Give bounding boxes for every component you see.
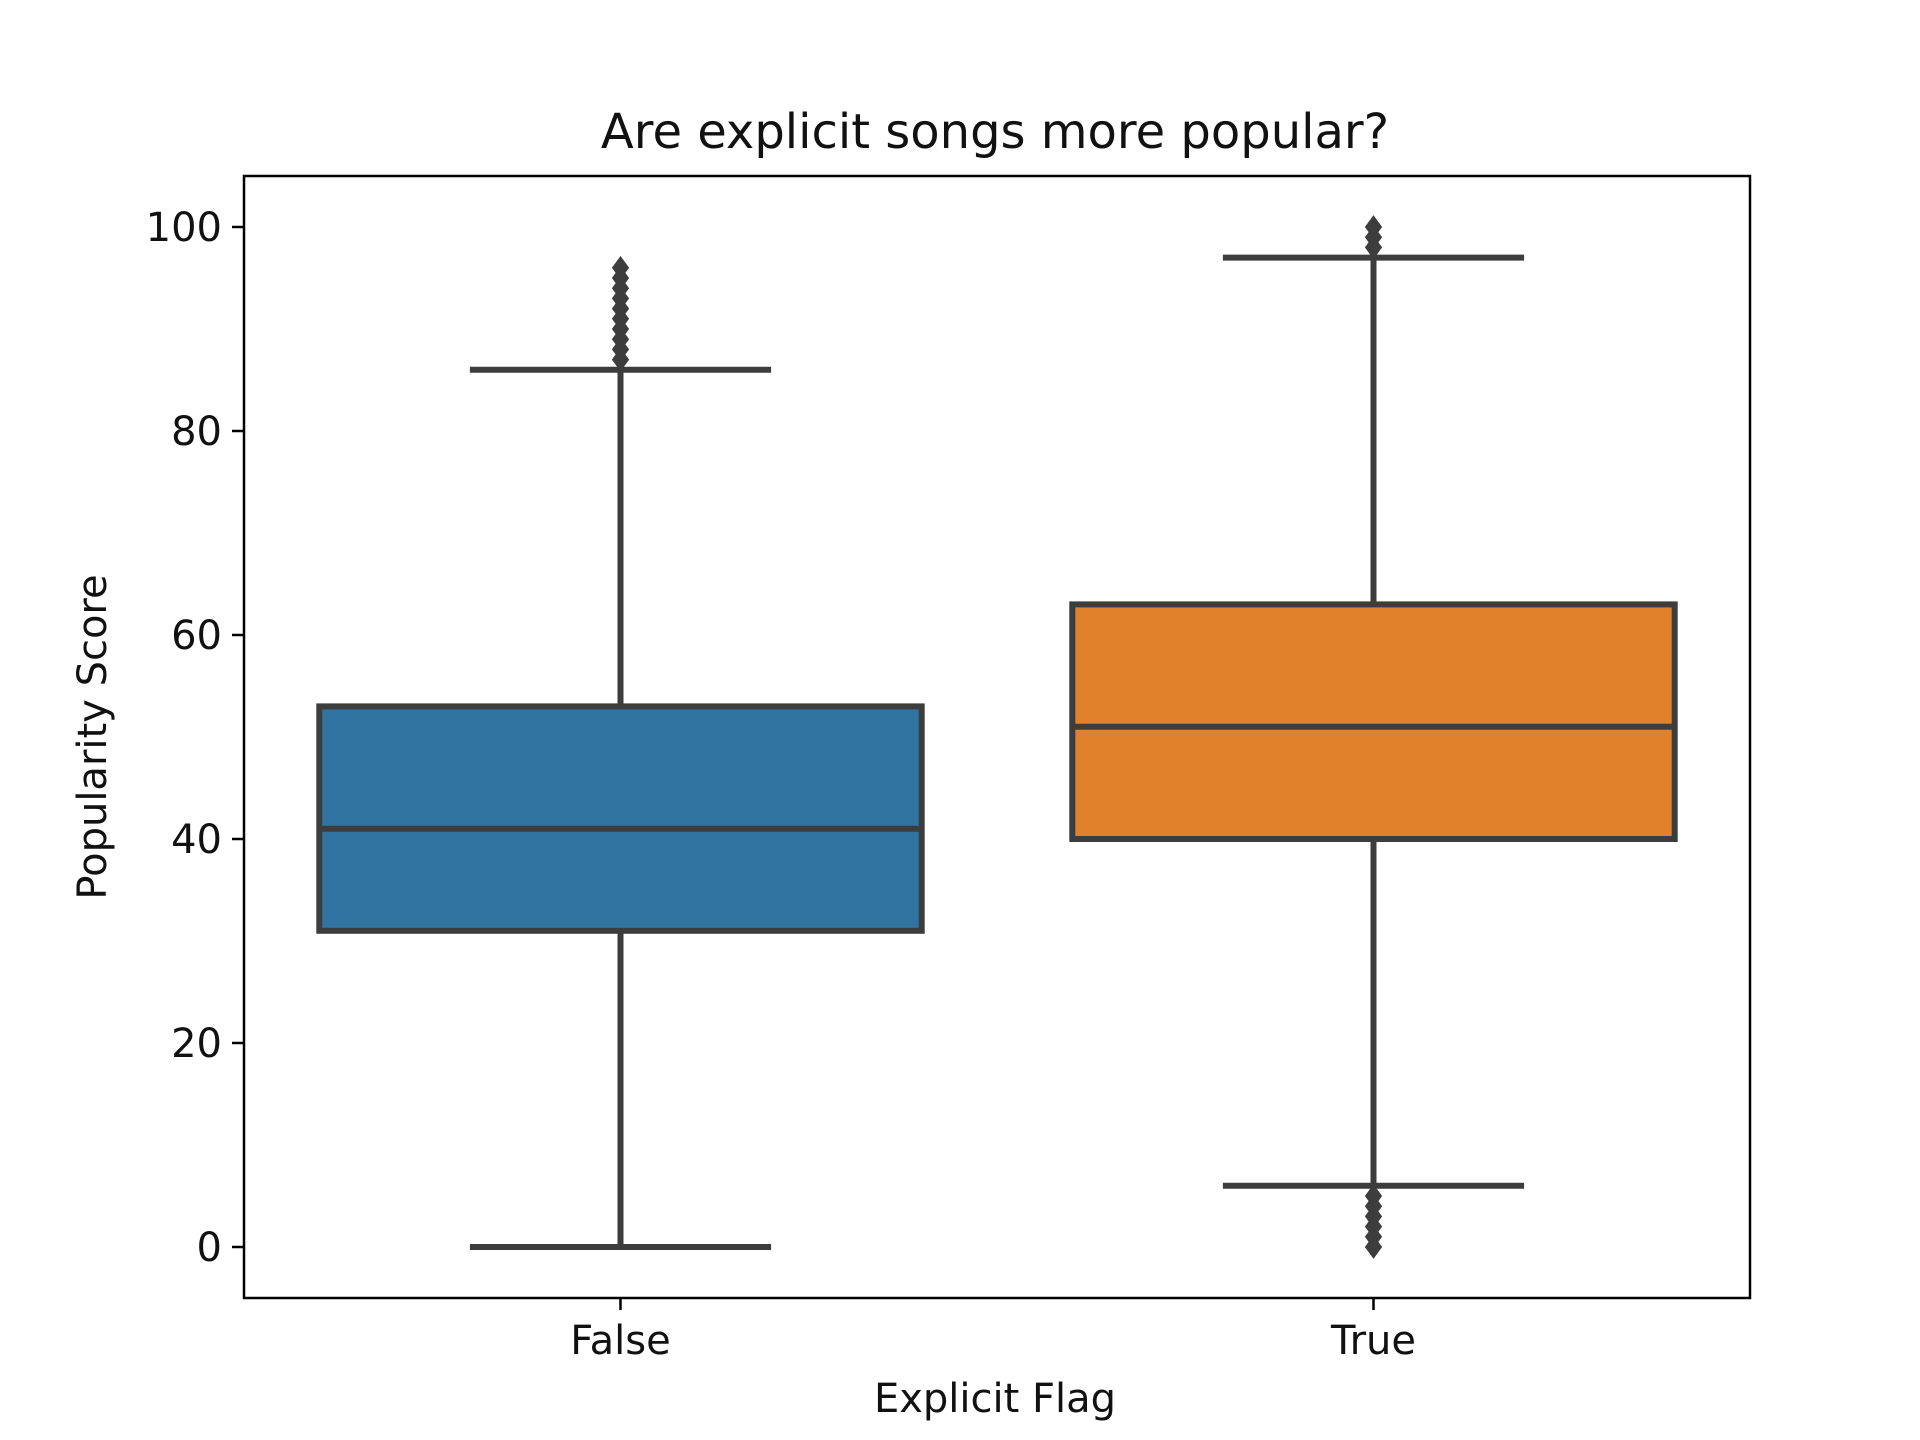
plot-area: 0 20 40 60 80 100 False True: [146, 174, 1752, 1364]
chart-title: Are explicit songs more popular?: [601, 104, 1389, 160]
y-tick-label: 40: [171, 817, 222, 863]
y-tick-label: 60: [171, 613, 222, 659]
y-tick-label: 80: [171, 409, 222, 455]
outlier-point-false: [611, 255, 630, 280]
y-axis-label: Popularity Score: [70, 574, 116, 899]
box-true: [1069, 601, 1678, 843]
y-tick-label: 0: [197, 1225, 222, 1271]
outlier-point-true: [1364, 215, 1383, 239]
x-tick-label: True: [1330, 1318, 1416, 1364]
plot-frame: [242, 174, 1752, 1300]
x-tick-label: False: [570, 1318, 670, 1364]
box-false: [316, 703, 925, 934]
outlier-point-true: [1364, 1184, 1383, 1208]
y-tick-label: 100: [146, 205, 222, 251]
y-tick-label: 20: [171, 1021, 222, 1067]
x-axis-label: Explicit Flag: [874, 1376, 1116, 1422]
